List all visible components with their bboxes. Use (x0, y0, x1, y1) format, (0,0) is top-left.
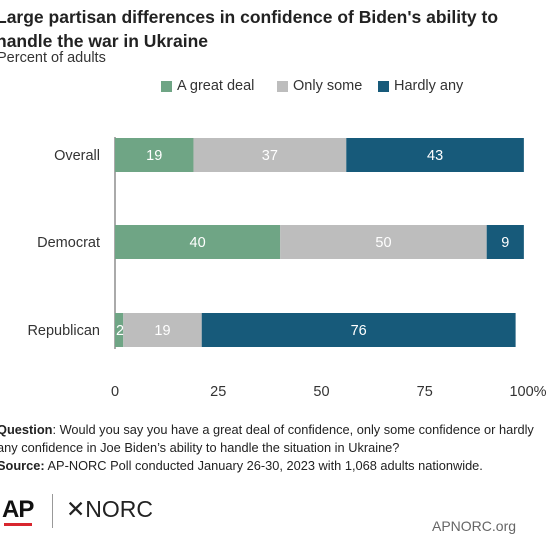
bar-democrat-only-some (280, 225, 487, 259)
bar-democrat-hardly-any (486, 225, 524, 259)
question-label: Question (0, 422, 53, 437)
data-label-democrat-hardly-any: 9 (501, 235, 509, 251)
x-tick-label-100: 100% (509, 384, 546, 400)
bar-republican-only-some (123, 313, 202, 347)
bar-republican-hardly-any (201, 313, 516, 347)
legend-item-only-some: Only some (277, 77, 362, 95)
category-label-overall: Overall (54, 148, 100, 164)
question-text: : Would you say you have a great deal of… (0, 422, 534, 455)
legend-label-great-deal: A great deal (177, 78, 255, 94)
ap-logo: AP (2, 496, 34, 523)
data-label-overall-only-some: 37 (262, 148, 278, 164)
bar-republican-a-great-deal (115, 313, 124, 347)
x-tick-label-0: 0 (111, 384, 119, 400)
x-tick-label-75: 75 (417, 384, 433, 400)
legend-swatch-only-some (277, 80, 288, 92)
category-label-democrat: Democrat (37, 235, 100, 251)
norc-logo: ✕NORC (66, 496, 153, 522)
x-tick-label-25: 25 (210, 384, 226, 400)
legend-swatch-great-deal (161, 80, 172, 92)
data-label-overall-hardly-any: 43 (427, 148, 443, 164)
stacked-bar-chart: Overall 19 37 43 Democrat 40 50 9 Republican 2 19 7… (27, 137, 547, 400)
data-label-republican-only-some: 19 (154, 323, 170, 339)
bar-overall-only-some (193, 138, 347, 172)
data-label-democrat-only-some: 50 (375, 235, 391, 251)
source-text: AP-NORC Poll conducted January 26-30, 20… (44, 458, 483, 473)
footnote: Question: Would you say you have a great… (0, 421, 549, 475)
data-label-republican-a-great-deal: 2 (116, 323, 124, 339)
data-label-democrat-a-great-deal: 40 (190, 235, 206, 251)
ap-logo-bar (4, 523, 32, 526)
legend-item-hardly-any: Hardly any (378, 77, 463, 95)
bar-democrat-a-great-deal (115, 225, 281, 259)
legend-item-great-deal: A great deal (161, 77, 254, 95)
legend-label-hardly-any: Hardly any (394, 78, 464, 94)
legend-swatch-hardly-any (378, 80, 389, 92)
legend-label-only-some: Only some (293, 78, 363, 94)
x-tick-label-50: 50 (313, 384, 329, 400)
chart-subtitle: Percent of adults (0, 50, 106, 66)
logo-divider (52, 494, 53, 528)
source-label: Source: (0, 458, 45, 473)
data-label-republican-hardly-any: 76 (351, 323, 367, 339)
data-label-overall-a-great-deal: 19 (146, 148, 162, 164)
bar-overall-hardly-any (346, 138, 524, 172)
chart-title: Large partisan differences in confidence… (0, 7, 499, 51)
category-label-republican: Republican (27, 323, 100, 339)
bar-overall-a-great-deal (115, 138, 194, 172)
site-url: APNORC.org (432, 518, 517, 534)
